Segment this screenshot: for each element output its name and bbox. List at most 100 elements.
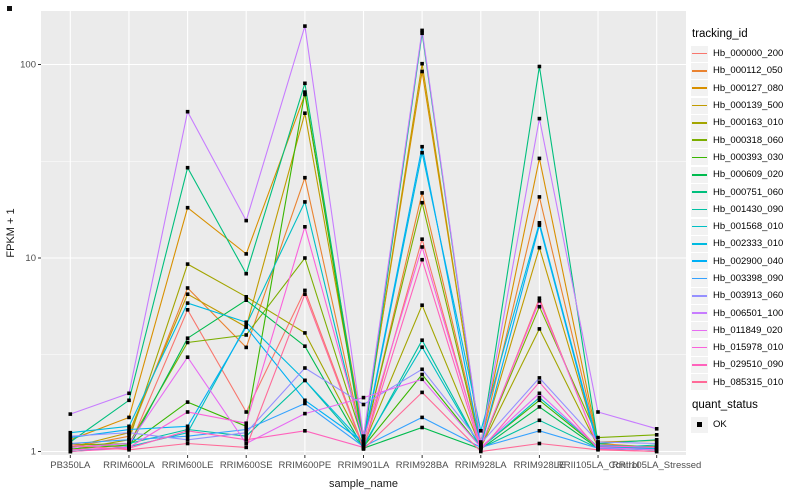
legend-key-line (692, 225, 707, 228)
legend-item-label: Hb_000393_030 (713, 151, 784, 163)
data-point (127, 398, 131, 403)
legend-item: Hb_000609_020 (691, 166, 799, 183)
legend-key-line (692, 295, 707, 297)
y-axis-title: FPKM + 1 (5, 208, 17, 257)
legend-items: Hb_000000_200 Hb_000112_050 Hb_000127_080 H… (691, 45, 799, 391)
data-point (654, 433, 659, 437)
data-point (420, 237, 424, 241)
legend-item-label: Hb_000609_020 (713, 169, 784, 181)
data-point (420, 144, 424, 149)
x-tick-label: RRII105LA_Control (557, 460, 639, 471)
legend-item: Hb_000751_060 (691, 183, 799, 201)
legend-key-line (692, 173, 707, 176)
legend-key-line (692, 277, 707, 280)
data-point (303, 111, 307, 115)
data-point (185, 336, 190, 340)
legend-item: Hb_029510_090 (691, 356, 799, 373)
data-point (127, 415, 131, 420)
data-point (420, 31, 424, 36)
x-tick-label: RRIM600LE (162, 460, 214, 471)
legend-item: Hb_001430_090 (691, 201, 799, 218)
data-point (185, 438, 190, 442)
data-point (654, 449, 659, 454)
data-point (303, 411, 307, 416)
data-point (537, 380, 542, 384)
legend-item-label: Hb_002333_010 (713, 238, 784, 250)
data-point (244, 298, 248, 302)
data-point (420, 257, 424, 262)
y-tick-label: 10 (25, 253, 36, 264)
data-point (303, 331, 307, 335)
legend-item: Hb_003398_090 (691, 270, 799, 287)
x-tick-label: RRIM600SE (220, 460, 273, 471)
data-point (596, 444, 600, 448)
data-point (537, 245, 542, 250)
legend-key (691, 132, 708, 149)
data-point (127, 424, 131, 429)
legend-key-point (697, 422, 702, 427)
data-point (420, 367, 424, 372)
data-point (596, 410, 600, 414)
data-point (244, 320, 248, 324)
data-point (68, 445, 73, 450)
data-point (537, 441, 542, 446)
legend-key (691, 270, 708, 287)
x-tick-label: PB350LA (50, 460, 91, 471)
data-point (537, 391, 542, 396)
data-point (244, 424, 248, 429)
legend-key (691, 374, 708, 391)
legend-item-label: Hb_015978_010 (713, 342, 784, 354)
data-point (244, 345, 248, 350)
data-point (68, 438, 73, 442)
legend-key-line (692, 364, 707, 366)
data-point (185, 430, 190, 435)
data-point (537, 116, 542, 121)
data-point (185, 441, 190, 446)
data-point (244, 271, 248, 276)
legend-key (691, 184, 708, 201)
data-point (185, 308, 190, 312)
legend-key-line (692, 346, 707, 349)
legend-item-quant: OK (691, 416, 799, 433)
legend-item-label: Hb_002900_040 (713, 255, 784, 267)
data-point (303, 366, 307, 370)
data-point (303, 344, 307, 348)
legend-title-tracking: tracking_id (692, 28, 748, 40)
data-point (185, 355, 190, 359)
data-point (654, 427, 659, 431)
data-point (420, 345, 424, 349)
legend-item: Hb_000139_500 (691, 97, 799, 114)
data-point (654, 438, 659, 442)
legend-key-line (692, 243, 707, 245)
legend-key-line (692, 191, 707, 193)
data-point (420, 338, 424, 342)
data-point (185, 109, 190, 114)
legend-item: Hb_002900_040 (691, 253, 799, 270)
data-point (420, 425, 424, 430)
data-point (185, 292, 190, 296)
legend-key-line (692, 104, 707, 107)
data-point (127, 448, 131, 452)
data-point (420, 200, 424, 205)
data-point (185, 262, 190, 266)
data-point (185, 424, 190, 429)
data-point (127, 391, 131, 396)
legend-item-label: Hb_000163_010 (713, 117, 784, 129)
legend-key-line (692, 208, 707, 211)
x-tick-label: RRIM928LA (455, 460, 507, 471)
data-point (244, 252, 248, 256)
legend-key-line (692, 156, 707, 159)
legend-item-label: Hb_003913_060 (713, 290, 784, 302)
legend-item-label: Hb_000127_080 (713, 82, 784, 94)
data-point (244, 325, 248, 329)
data-point (420, 372, 424, 377)
legend-item-label: Hb_001430_090 (713, 203, 784, 215)
data-point (68, 430, 73, 435)
data-point (420, 303, 424, 307)
legend-key (691, 149, 708, 166)
data-point (537, 376, 542, 380)
data-point (303, 90, 307, 94)
data-point (185, 434, 190, 438)
legend-item-label: Hb_011849_020 (713, 324, 783, 336)
data-point (244, 427, 248, 432)
